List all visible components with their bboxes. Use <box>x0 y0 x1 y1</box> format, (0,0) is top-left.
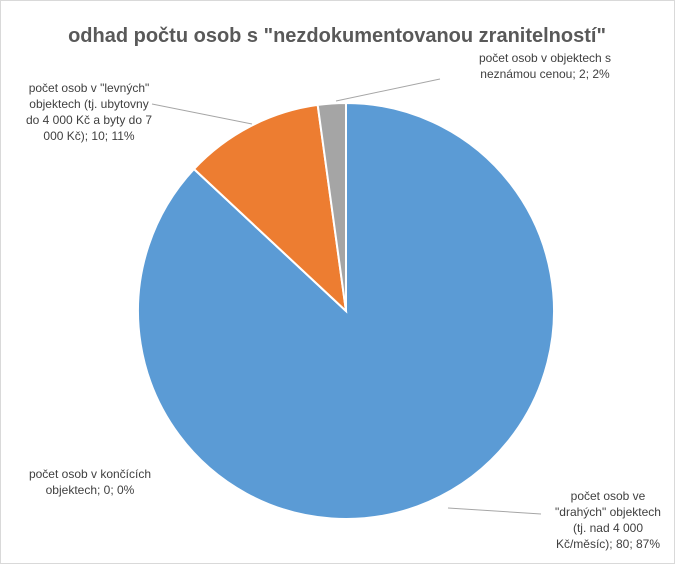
leader-line <box>447 507 542 515</box>
chart-title: odhad počtu osob s "nezdokumentovanou zr… <box>68 25 606 47</box>
data-label: počet osob v "levných" objektech (tj. ub… <box>25 81 153 143</box>
data-label: počet osob ve "drahých" objektech (tj. n… <box>555 489 661 551</box>
pie-slice <box>137 101 555 520</box>
pie-slice <box>316 101 347 312</box>
leader-line <box>151 103 253 125</box>
data-label: počet osob v končících objektech; 0; 0% <box>28 467 152 497</box>
data-label: počet osob v objektech s neznámou cenou;… <box>478 51 612 81</box>
pie-slice <box>192 103 348 314</box>
leader-line <box>335 78 441 102</box>
